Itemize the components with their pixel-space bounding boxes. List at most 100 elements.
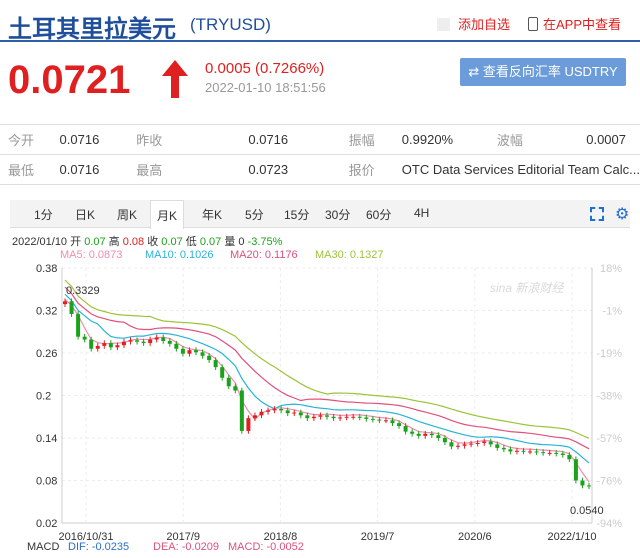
stat-label: 波幅 — [496, 124, 544, 155]
candle-body — [383, 420, 388, 422]
candle-body — [364, 417, 369, 419]
candle-body — [207, 355, 212, 361]
candle-body — [338, 417, 343, 419]
candle-body — [514, 450, 519, 452]
tab-yearly[interactable]: 年K — [202, 208, 223, 222]
candle-body — [226, 377, 231, 387]
page-title: 土耳其里拉美元 — [8, 16, 176, 43]
candle-body — [521, 450, 526, 452]
stat-value: 0.9920% — [401, 124, 497, 155]
pct-tick-label: -38% — [596, 391, 622, 403]
fullscreen-icon[interactable] — [590, 207, 604, 221]
y-tick-label: 0.26 — [36, 348, 57, 360]
macd-dea: DEA: -0.0209 — [153, 541, 220, 553]
stats-row: 最低 0.0716 最高 0.0723 报价 OTC Data Services… — [0, 154, 640, 185]
x-tick-label: 2022/1/10 — [548, 531, 597, 543]
macd-dif: DIF: -0.0235 — [68, 541, 130, 553]
candle-body — [377, 419, 382, 421]
candle-body — [63, 301, 67, 305]
candle-body — [436, 435, 441, 438]
open-in-app-label: 在APP中查看 — [543, 17, 622, 32]
ma20-label: MA20: 0.1176 — [230, 249, 298, 261]
open-in-app-link[interactable]: 在APP中查看 — [528, 14, 621, 33]
candle-body — [573, 459, 578, 481]
tab-60min[interactable]: 60分 — [366, 208, 392, 222]
candle-body — [128, 340, 133, 342]
candle-body — [272, 408, 277, 411]
tab-5min[interactable]: 5分 — [245, 208, 264, 222]
add-favorite-button[interactable]: 添加自选 — [437, 14, 510, 33]
candle-body — [501, 447, 506, 450]
tab-15min[interactable]: 15分 — [284, 208, 310, 222]
candle-body — [554, 452, 559, 454]
tab-daily[interactable]: 日K — [75, 208, 96, 222]
candle-body — [488, 441, 493, 445]
watermark: sina 新浪财经 — [490, 281, 565, 295]
header-bar: 土耳其里拉美元 (TRYUSD) 添加自选 在APP中查看 — [0, 0, 640, 43]
candle-body — [469, 443, 474, 445]
candle-body — [246, 418, 251, 431]
candle-body — [82, 336, 87, 340]
pct-tick-label: -19% — [596, 348, 622, 360]
candle-body — [167, 340, 172, 344]
add-favorite-icon — [437, 18, 450, 31]
candle-body — [508, 449, 513, 452]
candle-body — [252, 415, 257, 419]
candle-body — [311, 416, 316, 419]
tab-weekly[interactable]: 周K — [117, 208, 138, 222]
candle-body — [95, 345, 100, 349]
stat-value: 0.0723 — [248, 154, 315, 185]
ma10-label: MA10: 0.1026 — [145, 249, 214, 261]
candle-body — [213, 360, 218, 368]
period-tabs: 1分 日K 周K 月K 年K 5分 15分 30分 60分 4H ⚙ — [10, 200, 630, 229]
macd-value: MACD: -0.0052 — [228, 541, 304, 553]
stat-value: 0.0007 — [543, 124, 640, 155]
candle-body — [233, 386, 238, 391]
pct-tick-label: -76% — [596, 476, 622, 488]
ma10-line — [64, 293, 590, 464]
stat-label: 报价 — [314, 154, 402, 185]
ohlc-vol: 0 — [238, 236, 245, 248]
ohlc-high: 0.08 — [122, 236, 145, 248]
stat-value: OTC Data Services Editorial Team Calc... — [401, 154, 640, 185]
x-tick-label: 2019/7 — [361, 531, 395, 543]
candle-body — [462, 444, 467, 446]
gear-icon[interactable]: ⚙ — [615, 206, 630, 223]
candle-body — [475, 442, 480, 444]
candle-body — [560, 453, 565, 455]
candle-body — [279, 408, 284, 411]
reverse-rate-button[interactable]: ⇄ 查看反向汇率 USDTRY — [460, 58, 626, 86]
x-tick-label: 2018/8 — [264, 531, 298, 543]
ma5-label: MA5: 0.0873 — [60, 249, 123, 261]
x-tick-label: 2016/10/31 — [58, 531, 113, 543]
candle-body — [174, 343, 179, 349]
stat-label: 振幅 — [314, 124, 402, 155]
ma20-line — [64, 286, 590, 450]
tab-30min[interactable]: 30分 — [325, 208, 351, 222]
stat-label: 昨收 — [128, 124, 249, 155]
candle-body — [239, 390, 244, 431]
tab-1min[interactable]: 1分 — [34, 208, 53, 222]
candle-body — [351, 416, 356, 418]
tab-monthly[interactable]: 月K — [150, 200, 185, 229]
candle-body — [370, 418, 375, 420]
candle-body — [344, 416, 349, 418]
phone-icon — [528, 17, 538, 31]
stat-label: 今开 — [0, 124, 60, 155]
tab-4h[interactable]: 4H — [414, 206, 430, 220]
pct-tick-label: -57% — [596, 433, 622, 445]
ohlc-high-label: 高 — [108, 236, 120, 248]
candle-body — [266, 410, 271, 412]
ohlc-close-label: 收 — [147, 236, 159, 248]
up-arrow-icon — [162, 60, 188, 98]
candle-body — [495, 444, 500, 448]
min-price-label: 0.0540 — [570, 505, 604, 517]
ohlc-open-label: 开 — [70, 236, 82, 248]
ohlc-date: 2022/01/10 — [12, 236, 68, 248]
candle-body — [305, 415, 310, 419]
candle-body — [187, 350, 192, 354]
candle-body — [69, 301, 74, 315]
candle-body — [148, 339, 153, 344]
candle-body — [292, 412, 297, 414]
